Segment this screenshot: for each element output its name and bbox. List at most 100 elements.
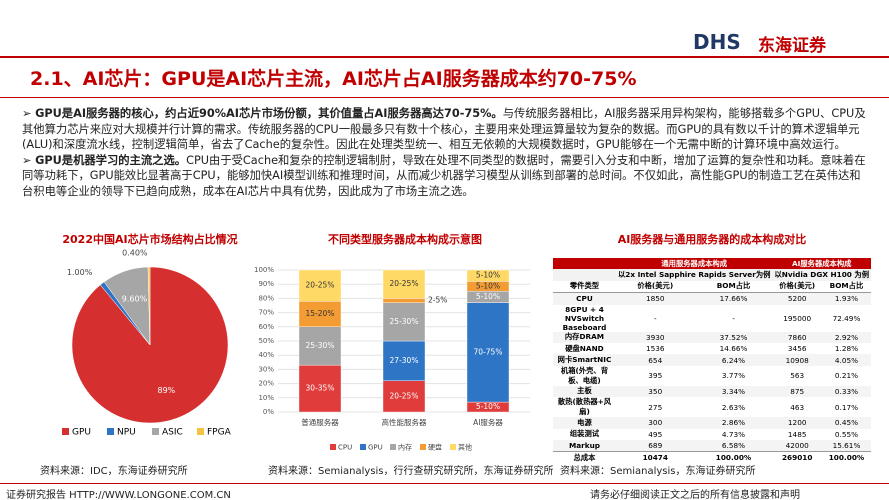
- rule: [0, 56, 889, 58]
- source: 资料来源：Semianalysis，东海证券研究所: [560, 466, 756, 477]
- table-row: 电源 300 2.86% 1200 0.45%: [553, 417, 871, 429]
- table-cell: 14.66%: [719, 344, 748, 354]
- source: 资料来源：Semianalysis，行行查研究研究所，东海证券研究所: [268, 466, 554, 477]
- slide-title: 2.1、AI芯片：GPU是AI芯片主流，AI芯片占AI服务器成本约70-75%: [30, 68, 637, 90]
- table-cell: 195000: [783, 313, 812, 323]
- legend-label: 硬盘: [428, 443, 442, 452]
- y-tick-label: 60%: [258, 323, 274, 331]
- table-cell: 3930: [645, 332, 665, 342]
- y-tick-label: 90%: [258, 280, 274, 288]
- legend-swatch: [152, 428, 159, 435]
- chart-title: 不同类型服务器成本构成示意图: [328, 232, 482, 246]
- column-header: BOM占比: [829, 281, 864, 291]
- table-row: 散热(散热器+风扇) 275 2.63% 463 0.17%: [553, 397, 871, 418]
- y-tick-label: 0%: [263, 408, 274, 416]
- legend-label: 内存: [398, 443, 412, 452]
- table-cell: 37.52%: [719, 332, 748, 342]
- table-cell: 269010: [781, 453, 813, 463]
- y-tick-label: 70%: [258, 309, 274, 317]
- x-tick-label: 普通服务器: [301, 417, 339, 427]
- y-tick-label: 40%: [258, 351, 274, 359]
- table-cell: 1850: [645, 294, 665, 304]
- group-header: AI服务器成本构成: [792, 258, 852, 268]
- table-cell: 0.17%: [834, 402, 859, 412]
- table-cell: 275: [648, 402, 663, 412]
- bar-label: 2-5%: [428, 296, 447, 305]
- table-cell: 100.00%: [828, 453, 865, 463]
- table-cell: -: [653, 313, 657, 323]
- table-cell: 主板: [577, 386, 592, 396]
- pie-slice: [147, 266, 151, 346]
- table-cell: 350: [648, 386, 663, 396]
- bullet-text: ➢ GPU是AI服务器的核心，约占近90%AI芯片市场份额，其价值量占AI服务器…: [22, 106, 867, 199]
- bar-segment: [466, 269, 510, 282]
- table-cell: 3456: [787, 344, 807, 354]
- bullet-body: CPU由于受Cache和复杂的控制逻辑制肘，导致在处理不同类型的数据时，需要引入…: [22, 153, 866, 198]
- table-cell: Markup: [568, 441, 600, 451]
- table-cell: 495: [648, 429, 663, 439]
- column-header: BOM占比: [716, 281, 751, 291]
- footer-right: 请务必仔细阅读正文之后的所有信息披露和声明: [590, 490, 800, 500]
- table-row: 通用服务器成本构成 AI服务器成本构成: [553, 258, 871, 270]
- table-cell: 4.73%: [721, 429, 746, 439]
- cell: [553, 258, 616, 269]
- bar-label: 27-30%: [390, 356, 419, 365]
- bar-segment: [382, 269, 426, 299]
- bar-label: 5-10%: [476, 402, 500, 411]
- pie-label: 0.40%: [122, 249, 148, 258]
- table-cell: 3.34%: [721, 386, 746, 396]
- table-cell: 组装测试: [569, 429, 600, 439]
- bar-segment: [298, 326, 342, 366]
- table-cell: 0.55%: [834, 429, 859, 439]
- bar-label: 30-35%: [306, 384, 335, 393]
- bullet-lead: GPU是机器学习的主流之选。: [35, 153, 187, 167]
- table-cell: 395: [648, 371, 663, 381]
- table-cell: 563: [790, 371, 805, 381]
- rule: [0, 483, 889, 484]
- table-cell: 7860: [787, 332, 807, 342]
- table-row: CPU 1850 17.66% 5200 1.93%: [553, 292, 871, 305]
- table-cell: 硬盘NAND: [565, 343, 604, 353]
- bar-label: 20-25%: [390, 391, 419, 400]
- y-tick-label: 80%: [258, 294, 274, 302]
- table-cell: 6.58%: [721, 441, 746, 451]
- legend-label: ASIC: [162, 428, 183, 438]
- table-cell: 1200: [787, 418, 807, 428]
- table-cell: 72.49%: [832, 313, 861, 323]
- bar-label: 20-25%: [390, 279, 419, 288]
- bullet: ➢ GPU是AI服务器的核心，约占近90%AI芯片市场份额，其价值量占AI服务器…: [22, 107, 866, 151]
- example-header: 以Nvidia DGX H100 为例: [774, 270, 869, 280]
- legend-label: CPU: [338, 444, 352, 452]
- bar-label: 5-10%: [476, 292, 500, 301]
- column-header: 零件类型: [569, 281, 600, 291]
- y-tick-label: 50%: [258, 337, 274, 345]
- table-cell: 875: [790, 386, 805, 396]
- table-cell: 463: [790, 402, 805, 412]
- y-tick-label: 100%: [254, 266, 274, 274]
- table-cell: 内存DRAM: [564, 332, 605, 342]
- cost-table: 通用服务器成本构成 AI服务器成本构成 以2x Intel Sapphire Rap…: [553, 258, 871, 464]
- legend-swatch: [450, 444, 456, 450]
- column-header: 价格(美元): [779, 281, 816, 291]
- legend-swatch: [390, 444, 396, 450]
- bar-segment: [382, 302, 426, 342]
- table-cell: 2.86%: [721, 418, 746, 428]
- legend-swatch: [360, 444, 366, 450]
- table-row: 零件类型 价格(美元) BOM占比 价格(美元) BOM占比: [553, 281, 871, 293]
- table-cell: 电源: [577, 417, 592, 427]
- table-cell: 总成本: [573, 452, 596, 462]
- table-row: 硬盘NAND 1536 14.66% 3456 1.28%: [553, 342, 871, 355]
- x-tick-label: 高性能服务器: [382, 417, 427, 427]
- table-cell: 1485: [787, 429, 807, 439]
- bar-segment: [382, 298, 426, 303]
- table-row: 机箱(外壳、背板、电缆) 395 3.77% 563 0.21%: [553, 365, 871, 386]
- bar-label: 25-30%: [306, 341, 335, 350]
- bar-label: 5-10%: [476, 271, 500, 280]
- table-cell: 4.05%: [834, 355, 859, 365]
- y-tick-label: 30%: [258, 365, 274, 373]
- bar-label: 20-25%: [306, 281, 335, 290]
- legend-swatch: [107, 428, 114, 435]
- table-row: Markup 689 6.58% 42000 15.61%: [553, 439, 871, 452]
